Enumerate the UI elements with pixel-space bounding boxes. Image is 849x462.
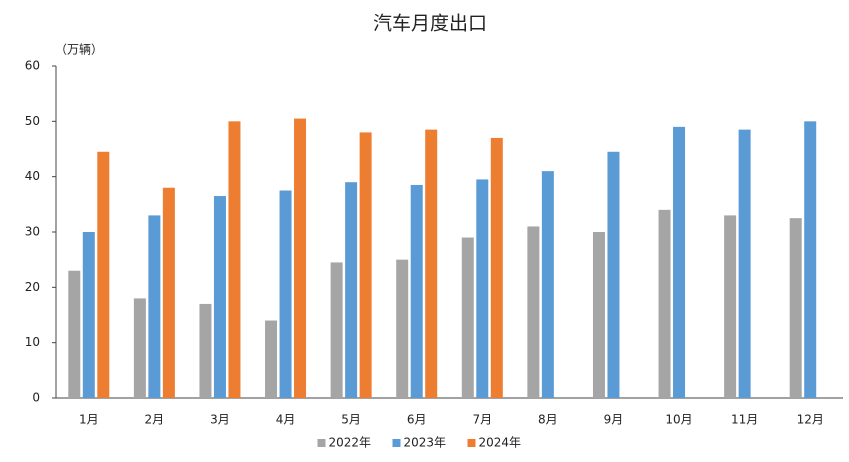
bar bbox=[265, 320, 278, 398]
x-tick-label: 1月 bbox=[79, 413, 99, 427]
bar bbox=[97, 151, 110, 398]
bar bbox=[410, 184, 423, 398]
x-tick-label: 5月 bbox=[341, 413, 361, 427]
bar bbox=[359, 132, 372, 398]
bar bbox=[199, 303, 212, 398]
bar bbox=[592, 232, 605, 398]
bar bbox=[228, 121, 241, 398]
y-tick-label: 50 bbox=[25, 114, 40, 128]
bar bbox=[804, 121, 817, 398]
chart-title: 汽车月度出口 bbox=[373, 13, 487, 35]
y-tick-label: 10 bbox=[25, 335, 40, 349]
bar bbox=[789, 218, 802, 398]
x-tick-label: 4月 bbox=[276, 413, 296, 427]
y-tick-label: 60 bbox=[25, 59, 40, 73]
legend-label: 2024年 bbox=[479, 436, 522, 450]
x-tick-label: 3月 bbox=[210, 413, 230, 427]
bar bbox=[607, 151, 620, 398]
x-tick-label: 2月 bbox=[145, 413, 165, 427]
y-tick-label: 30 bbox=[25, 225, 40, 239]
x-tick-label: 6月 bbox=[407, 413, 427, 427]
bar bbox=[279, 190, 292, 398]
x-tick-label: 8月 bbox=[538, 413, 558, 427]
bar bbox=[162, 187, 175, 398]
bar bbox=[148, 215, 161, 398]
bar bbox=[724, 215, 737, 398]
bar bbox=[541, 171, 554, 398]
bar bbox=[490, 137, 503, 398]
bar bbox=[213, 196, 226, 398]
y-tick-label: 40 bbox=[25, 169, 40, 183]
x-tick-label: 12月 bbox=[797, 413, 824, 427]
bar bbox=[738, 129, 751, 398]
y-unit: （万辆） bbox=[55, 43, 103, 57]
y-tick-label: 20 bbox=[25, 280, 40, 294]
x-tick-label: 11月 bbox=[731, 413, 758, 427]
x-tick-label: 7月 bbox=[472, 413, 492, 427]
legend-swatch bbox=[317, 439, 326, 447]
legend-swatch bbox=[392, 439, 401, 447]
bar bbox=[461, 237, 474, 398]
y-tick-label: 0 bbox=[32, 391, 40, 405]
legend-label: 2022年 bbox=[329, 436, 372, 450]
bar bbox=[133, 298, 146, 398]
bar bbox=[476, 179, 489, 398]
bar bbox=[396, 259, 409, 398]
bar bbox=[658, 209, 671, 398]
bar bbox=[294, 118, 307, 399]
legend-swatch bbox=[467, 439, 476, 447]
legend-label: 2023年 bbox=[404, 436, 447, 450]
bar bbox=[330, 262, 343, 398]
x-tick-label: 9月 bbox=[604, 413, 624, 427]
x-tick-label: 10月 bbox=[665, 413, 692, 427]
bar bbox=[82, 232, 95, 398]
bar bbox=[425, 129, 438, 398]
bar bbox=[68, 270, 81, 398]
bar bbox=[673, 126, 686, 398]
bar bbox=[527, 226, 540, 398]
bar bbox=[345, 182, 358, 398]
